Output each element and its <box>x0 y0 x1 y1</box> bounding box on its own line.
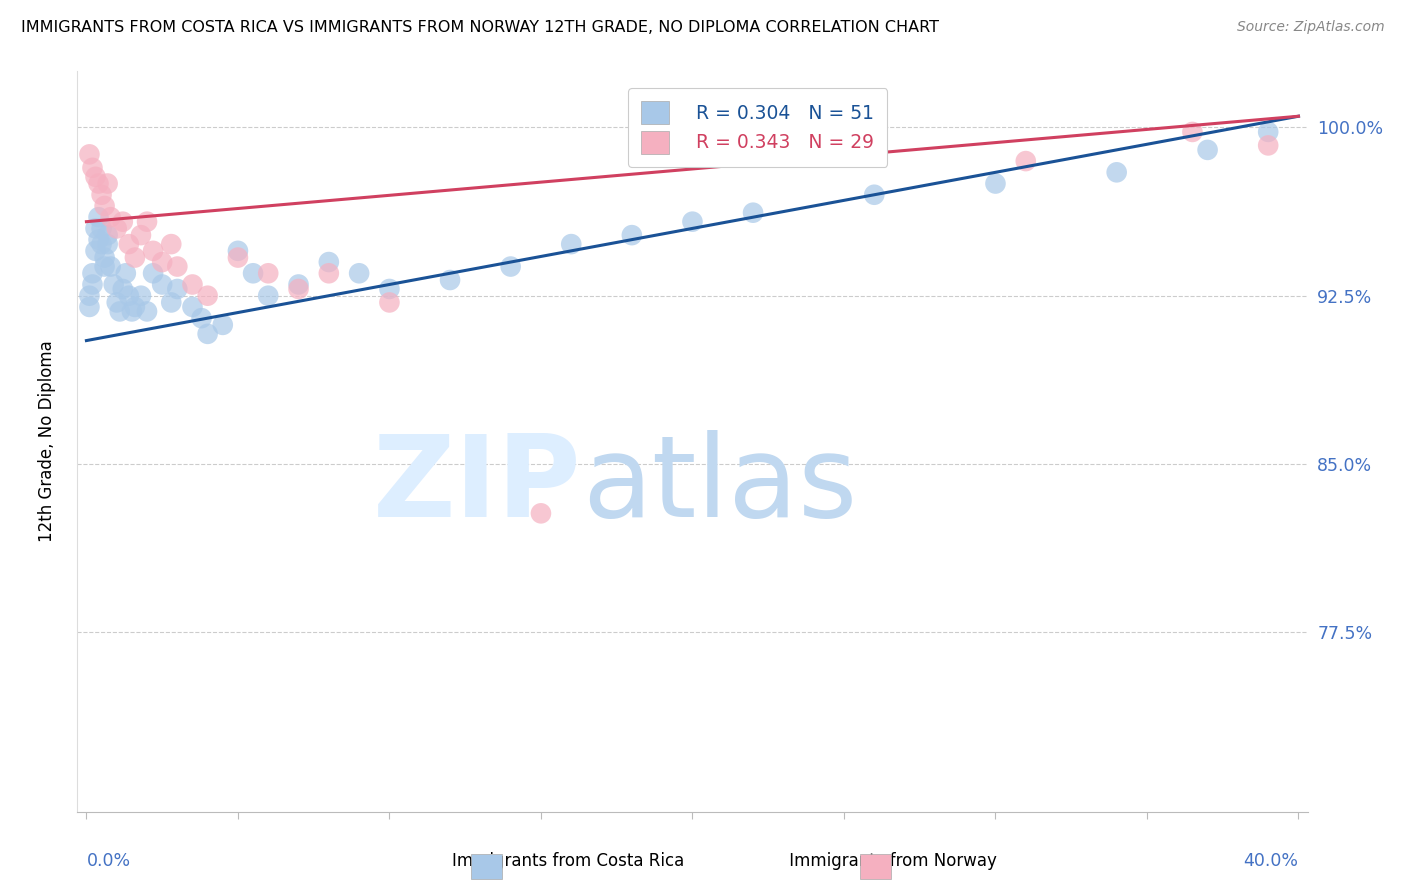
Point <box>530 506 553 520</box>
Point <box>97 228 120 243</box>
Point <box>129 228 152 243</box>
Point <box>103 277 125 292</box>
Point <box>1257 138 1279 153</box>
Point <box>100 260 122 274</box>
Point <box>87 210 110 224</box>
Point <box>1015 154 1038 169</box>
Point <box>105 221 128 235</box>
Point <box>347 266 370 280</box>
Point <box>166 282 188 296</box>
Point <box>318 255 340 269</box>
Text: 0.0%: 0.0% <box>86 852 131 870</box>
Point <box>620 228 643 243</box>
Point <box>90 221 112 235</box>
Point <box>111 215 134 229</box>
Point <box>181 300 204 314</box>
Point <box>84 169 107 184</box>
Point <box>197 326 219 341</box>
Point <box>79 289 101 303</box>
Point <box>150 277 173 292</box>
Point <box>150 255 173 269</box>
Point <box>136 215 159 229</box>
Point <box>142 266 165 280</box>
Point <box>97 177 120 191</box>
Text: Source: ZipAtlas.com: Source: ZipAtlas.com <box>1237 20 1385 34</box>
Point <box>124 300 146 314</box>
Point <box>226 251 249 265</box>
Point <box>742 205 765 219</box>
Point <box>90 237 112 252</box>
Point <box>378 295 401 310</box>
Point <box>197 289 219 303</box>
Point <box>226 244 249 258</box>
Point <box>160 237 183 252</box>
Point <box>136 304 159 318</box>
Point <box>439 273 461 287</box>
Point <box>93 260 115 274</box>
Point <box>114 266 136 280</box>
Point <box>84 244 107 258</box>
Point <box>1257 125 1279 139</box>
Point <box>682 215 704 229</box>
Point <box>257 289 280 303</box>
Point <box>129 289 152 303</box>
Point <box>287 277 309 292</box>
Text: 40.0%: 40.0% <box>1243 852 1299 870</box>
Y-axis label: 12th Grade, No Diploma: 12th Grade, No Diploma <box>38 341 56 542</box>
Point <box>124 251 146 265</box>
Point <box>318 266 340 280</box>
Point <box>242 266 264 280</box>
Point <box>560 237 582 252</box>
Point <box>1181 125 1204 139</box>
Point <box>93 251 115 265</box>
Point <box>93 199 115 213</box>
Point <box>1197 143 1219 157</box>
Point <box>160 295 183 310</box>
Text: Immigrants from Costa Rica                    Immigrants from Norway: Immigrants from Costa Rica Immigrants fr… <box>409 852 997 870</box>
Point <box>82 266 104 280</box>
Point <box>257 266 280 280</box>
Text: IMMIGRANTS FROM COSTA RICA VS IMMIGRANTS FROM NORWAY 12TH GRADE, NO DIPLOMA CORR: IMMIGRANTS FROM COSTA RICA VS IMMIGRANTS… <box>21 20 939 35</box>
Point <box>378 282 401 296</box>
Point <box>79 147 101 161</box>
Point <box>90 187 112 202</box>
Point <box>105 295 128 310</box>
Point <box>87 233 110 247</box>
Point <box>79 300 101 314</box>
Point <box>82 277 104 292</box>
Point <box>87 177 110 191</box>
Legend:   R = 0.304   N = 51,   R = 0.343   N = 29: R = 0.304 N = 51, R = 0.343 N = 29 <box>628 88 887 167</box>
Text: atlas: atlas <box>582 431 858 541</box>
Point <box>181 277 204 292</box>
Point <box>121 304 143 318</box>
Point <box>1105 165 1128 179</box>
Point <box>984 177 1007 191</box>
Point <box>118 289 141 303</box>
Point <box>211 318 233 332</box>
Point <box>97 237 120 252</box>
Point <box>863 187 886 202</box>
Text: ZIP: ZIP <box>373 431 582 541</box>
Point <box>287 282 309 296</box>
Point <box>118 237 141 252</box>
Point <box>190 311 212 326</box>
Point <box>108 304 131 318</box>
Point <box>100 210 122 224</box>
Point <box>142 244 165 258</box>
Point <box>111 282 134 296</box>
Point <box>84 221 107 235</box>
Point <box>166 260 188 274</box>
Point <box>499 260 522 274</box>
Point <box>82 161 104 175</box>
